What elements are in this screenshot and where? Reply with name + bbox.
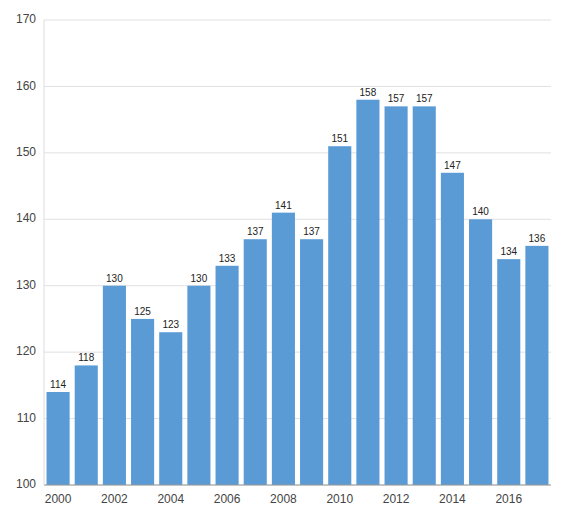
chart-container: 1001101201301401501601701141181301251231… <box>0 0 563 519</box>
bar <box>103 286 126 485</box>
grid-line <box>44 20 551 21</box>
y-tick-label: 140 <box>16 211 36 225</box>
data-labels: 114 118 130 125 123 130 133 137 141 137 151 158 157 1… <box>50 87 546 390</box>
data-label: 137 <box>247 226 264 237</box>
data-label: 147 <box>444 160 461 171</box>
x-tick-label: 2016 <box>495 492 522 506</box>
data-label: 136 <box>529 233 546 244</box>
bar <box>356 100 379 485</box>
y-tick-label: 170 <box>16 12 36 26</box>
bar <box>441 173 464 485</box>
data-label: 140 <box>472 206 489 217</box>
data-label: 158 <box>360 87 377 98</box>
x-tick-label: 2000 <box>45 492 72 506</box>
grid-line <box>44 86 551 87</box>
bar <box>385 106 408 485</box>
bar <box>272 213 295 485</box>
y-tick-label: 120 <box>16 344 36 358</box>
data-label: 130 <box>191 273 208 284</box>
x-tick-label: 2010 <box>326 492 353 506</box>
data-label: 157 <box>416 93 433 104</box>
x-tick-label: 2002 <box>101 492 128 506</box>
y-tick-label: 150 <box>16 145 36 159</box>
data-label: 141 <box>275 200 292 211</box>
x-axis-line <box>44 485 551 486</box>
grid-line <box>44 152 551 153</box>
data-label: 125 <box>134 306 151 317</box>
bars <box>47 100 549 485</box>
data-label: 157 <box>388 93 405 104</box>
bar <box>47 392 70 485</box>
data-label: 151 <box>331 133 348 144</box>
y-tick-labels: 100 110 120 130 140 150 160 170 <box>16 12 36 491</box>
bar <box>469 219 492 485</box>
data-label: 130 <box>106 273 123 284</box>
bar <box>75 365 98 485</box>
x-tick-labels: 2000 2002 2004 2006 2008 2010 2012 2014 2016 <box>45 492 523 506</box>
x-tick-label: 2004 <box>157 492 184 506</box>
y-tick-label: 130 <box>16 278 36 292</box>
chart: 1001101201301401501601701141181301251231… <box>0 0 563 519</box>
x-tick-label: 2008 <box>270 492 297 506</box>
y-axis-line <box>44 20 45 485</box>
bar <box>497 259 520 485</box>
bar <box>413 106 436 485</box>
data-label: 137 <box>303 226 320 237</box>
bar <box>131 319 154 485</box>
y-tick-label: 160 <box>16 79 36 93</box>
data-label: 118 <box>78 352 94 363</box>
grid-line <box>44 485 551 486</box>
data-label: 134 <box>500 246 517 257</box>
bar <box>216 266 239 485</box>
x-tick-label: 2006 <box>214 492 241 506</box>
y-tick-label: 110 <box>17 411 36 425</box>
bar <box>187 286 210 485</box>
data-label: 133 <box>219 253 236 264</box>
bar <box>525 246 548 485</box>
x-tick-label: 2014 <box>439 492 466 506</box>
x-tick-label: 2012 <box>383 492 410 506</box>
data-label: 123 <box>162 319 179 330</box>
data-label: 114 <box>50 379 66 390</box>
bar <box>300 239 323 485</box>
y-tick-label: 100 <box>16 477 36 491</box>
bar <box>244 239 267 485</box>
bar <box>159 332 182 485</box>
bar <box>328 146 351 485</box>
